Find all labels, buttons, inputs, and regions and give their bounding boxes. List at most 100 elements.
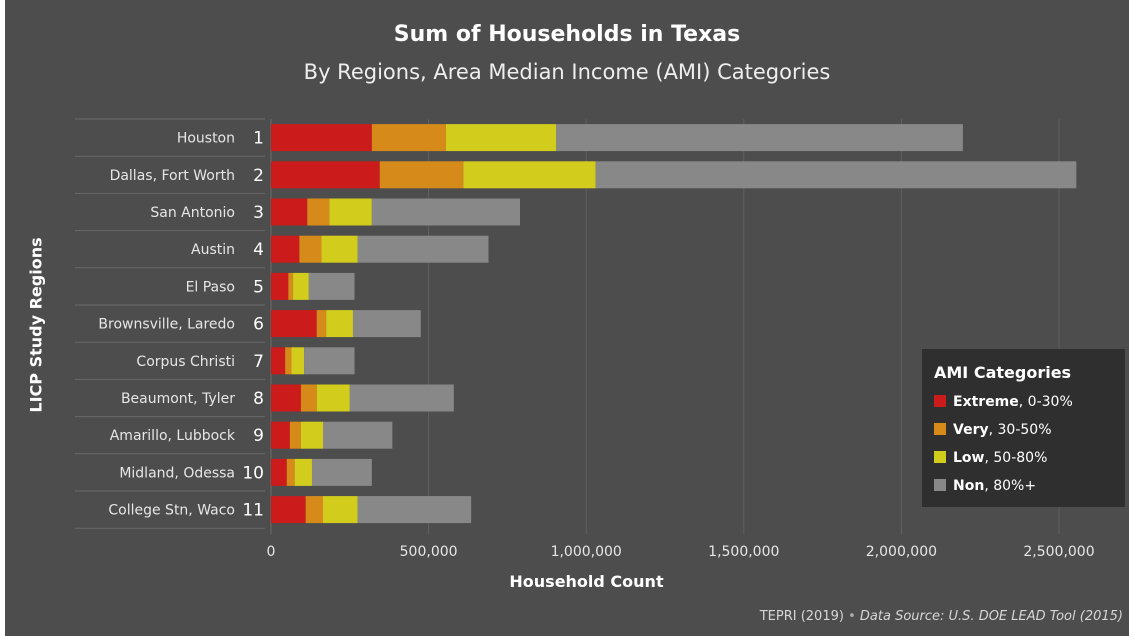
bar-low-beaumont-tyler (316, 384, 350, 412)
category-label: El Paso (186, 279, 235, 295)
bar-series (271, 124, 1077, 524)
category-number: 6 (253, 315, 264, 335)
bar-non-dallas-fort-worth (595, 161, 1077, 189)
bar-low-san-antonio (329, 198, 372, 226)
legend-label-very: Very (953, 422, 989, 438)
bar-low-houston (445, 124, 557, 152)
bar-low-el-paso (293, 272, 309, 300)
category-label: Dallas, Fort Worth (110, 168, 235, 184)
bar-non-midland-odessa (311, 458, 372, 486)
bar-very-college-stn-waco (305, 496, 324, 524)
x-tick-labels: 0 500,000 1,000,000 1,500,000 2,000,000 2,500… (267, 544, 1095, 560)
chart-subtitle: By Regions, Area Median Income (AMI) Cat… (303, 60, 831, 84)
bar-extreme-dallas-fort-worth (271, 161, 380, 189)
legend-swatch-non (934, 479, 946, 491)
bar-non-el-paso (308, 272, 355, 300)
bar-low-corpus-christi (291, 347, 305, 375)
legend-swatch-extreme (934, 395, 946, 407)
bar-non-san-antonio (371, 198, 521, 226)
bar-low-brownsville-laredo (326, 310, 353, 338)
category-label: Brownsville, Laredo (98, 317, 235, 333)
bar-very-midland-odessa (286, 458, 295, 486)
bar-extreme-college-stn-waco (271, 496, 306, 524)
bar-extreme-austin (271, 235, 300, 263)
bar-extreme-corpus-christi (271, 347, 286, 375)
bar-low-midland-odessa (294, 458, 312, 486)
bar-very-dallas-fort-worth (379, 161, 464, 189)
bar-extreme-san-antonio (271, 198, 308, 226)
x-tick-label: 1,000,000 (551, 544, 622, 560)
category-number: 9 (253, 426, 264, 446)
bar-non-beaumont-tyler (349, 384, 454, 412)
category-label: Midland, Odessa (119, 465, 235, 481)
bar-extreme-amarillo-lubbock (271, 421, 290, 449)
x-axis-title: Household Count (509, 572, 664, 591)
source-prefix: TEPRI (2019) (759, 609, 844, 624)
category-label: Austin (191, 242, 235, 258)
bar-very-austin (299, 235, 322, 263)
source-data-source: Data Source: U.S. DOE LEAD Tool (2015) (859, 609, 1123, 624)
legend-item-very: Very, 30-50% (934, 422, 1052, 442)
legend-item-non: Non, 80%+ (934, 478, 1036, 498)
bar-very-amarillo-lubbock (289, 421, 301, 449)
bar-extreme-brownsville-laredo (271, 310, 317, 338)
bar-extreme-houston (271, 124, 372, 152)
legend: AMI Categories Extreme, 0-30% Very, 30-5… (922, 349, 1125, 507)
bar-low-austin (321, 235, 358, 263)
category-label: College Stn, Waco (108, 503, 235, 519)
category-number: 10 (242, 463, 264, 483)
legend-range-low: , 50-80% (984, 450, 1048, 466)
bar-extreme-beaumont-tyler (271, 384, 301, 412)
x-tick-label: 2,000,000 (866, 544, 937, 560)
chart-title: Sum of Households in Texas (393, 22, 741, 47)
legend-range-extreme: , 0-30% (1018, 394, 1073, 410)
bar-non-college-stn-waco (357, 496, 472, 524)
category-number: 7 (253, 352, 264, 372)
category-label: Beaumont, Tyler (121, 391, 235, 407)
legend-item-extreme: Extreme, 0-30% (934, 394, 1073, 414)
bar-very-corpus-christi (285, 347, 292, 375)
legend-swatch-low (934, 451, 946, 463)
bar-low-dallas-fort-worth (463, 161, 596, 189)
category-number: 3 (253, 203, 264, 223)
category-label: San Antonio (150, 205, 235, 221)
legend-label-low: Low (953, 450, 985, 466)
category-label: Houston (177, 131, 235, 147)
x-tick-label: 2,500,000 (1023, 544, 1094, 560)
category-number: 8 (253, 389, 264, 409)
chart-panel (5, 0, 1129, 636)
bar-non-brownsville-laredo (352, 310, 421, 338)
category-label: Amarillo, Lubbock (110, 428, 236, 444)
bar-low-college-stn-waco (323, 496, 358, 524)
bar-very-el-paso (288, 272, 294, 300)
category-label: Corpus Christi (136, 354, 235, 370)
legend-label-extreme: Extreme (953, 394, 1019, 410)
bar-very-san-antonio (307, 198, 330, 226)
legend-range-non: , 80%+ (984, 478, 1037, 494)
x-tick-label: 1,500,000 (708, 544, 779, 560)
source-separator: • (848, 609, 856, 624)
x-tick-label: 500,000 (400, 544, 458, 560)
category-labels: Houston 1 Dallas, Fort Worth 2 San Antonio 3 A… (98, 129, 264, 521)
category-number: 11 (242, 501, 264, 521)
bar-very-houston (371, 124, 446, 152)
category-number: 4 (253, 240, 264, 260)
y-axis-title: LICP Study Regions (26, 237, 46, 413)
bar-low-amarillo-lubbock (300, 421, 324, 449)
legend-label-non: Non (953, 478, 985, 494)
bar-very-brownsville-laredo (316, 310, 327, 338)
legend-item-low: Low, 50-80% (934, 450, 1047, 470)
bar-non-corpus-christi (304, 347, 355, 375)
bar-non-houston (556, 124, 963, 152)
bar-non-amarillo-lubbock (323, 421, 393, 449)
bar-extreme-midland-odessa (271, 458, 287, 486)
source-note: TEPRI (2019) • Data Source: U.S. DOE LEA… (760, 609, 1123, 624)
x-tick-label: 0 (267, 544, 276, 560)
category-number: 2 (253, 166, 264, 186)
legend-swatch-very (934, 423, 946, 435)
bar-non-austin (357, 235, 489, 263)
legend-range-very: , 30-50% (988, 422, 1052, 438)
legend-title: AMI Categories (934, 363, 1072, 382)
